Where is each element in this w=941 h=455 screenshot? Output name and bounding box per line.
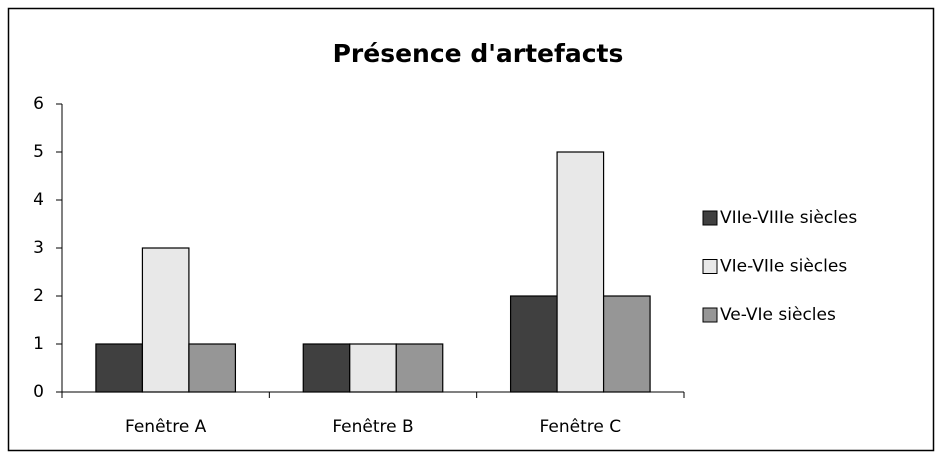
y-tick-label: 0 bbox=[33, 382, 44, 402]
legend-label: Ve-VIe siècles bbox=[720, 305, 836, 325]
bar bbox=[349, 343, 397, 393]
bar bbox=[556, 151, 605, 393]
chart-title: Présence d'artefacts bbox=[333, 39, 624, 68]
y-tick-label: 1 bbox=[33, 334, 44, 354]
y-tick-label: 4 bbox=[33, 190, 44, 210]
legend-label: VIe-VIIe siècles bbox=[720, 257, 847, 277]
bar bbox=[95, 343, 144, 393]
x-tick-label: Fenêtre B bbox=[332, 417, 413, 437]
legend-swatch bbox=[702, 210, 718, 226]
legend-swatch bbox=[702, 259, 718, 274]
legend-label: VIIe-VIIIe siècles bbox=[720, 208, 857, 228]
x-tick-label: Fenêtre A bbox=[125, 417, 207, 437]
bar bbox=[395, 343, 444, 393]
legend-swatch bbox=[702, 307, 718, 323]
bar bbox=[509, 295, 558, 393]
x-tick-label: Fenêtre C bbox=[540, 417, 622, 437]
y-tick-label: 3 bbox=[33, 238, 44, 258]
y-tick-label: 6 bbox=[33, 94, 44, 114]
bar bbox=[302, 343, 351, 393]
bar bbox=[602, 295, 651, 393]
bar bbox=[188, 343, 237, 393]
y-tick-label: 5 bbox=[33, 142, 44, 162]
bar bbox=[141, 247, 190, 393]
y-tick-label: 2 bbox=[33, 286, 44, 306]
